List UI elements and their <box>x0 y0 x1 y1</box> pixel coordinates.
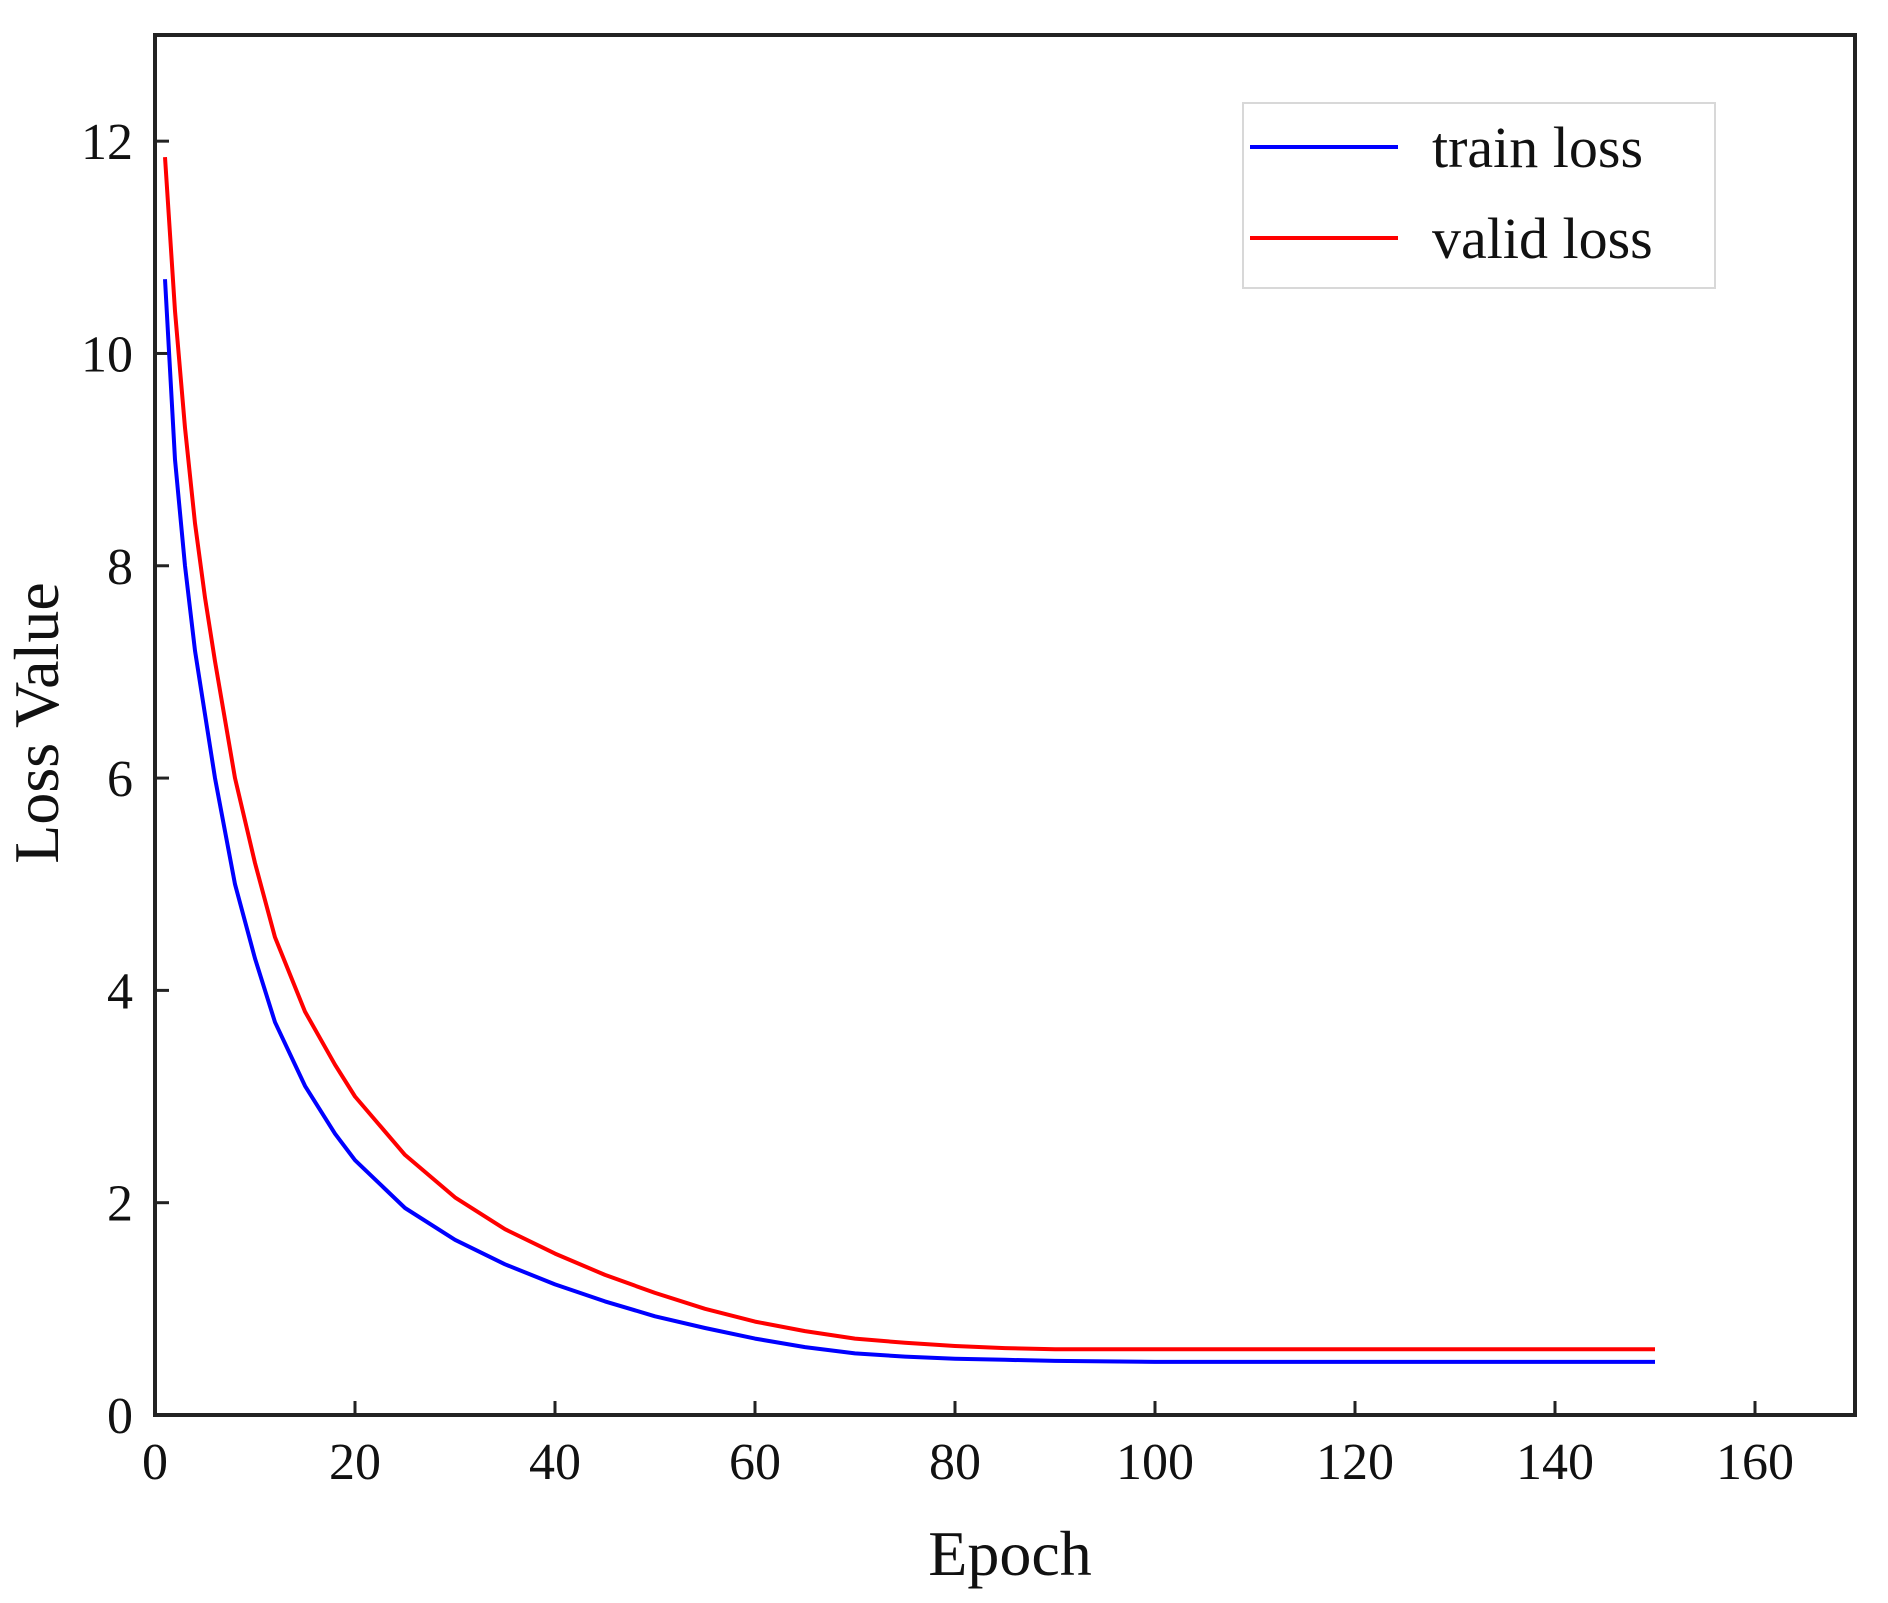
y-tick-label: 8 <box>107 539 133 596</box>
x-tick-label: 20 <box>329 1434 381 1491</box>
x-tick-label: 100 <box>1116 1434 1194 1491</box>
y-axis-title: Loss Value <box>1 582 72 863</box>
plot-frame <box>153 33 1857 1417</box>
x-tick-label: 40 <box>529 1434 581 1491</box>
x-tick-label: 0 <box>142 1434 168 1491</box>
x-tick-label: 160 <box>1716 1434 1794 1491</box>
y-tick-label: 10 <box>81 326 133 383</box>
x-axis-title: Epoch <box>928 1518 1092 1589</box>
y-tick-label: 4 <box>107 963 133 1020</box>
legend-box <box>1242 102 1716 289</box>
series-line-train-loss <box>163 279 1655 1364</box>
plot-lines <box>163 156 1655 1364</box>
x-tick-label: 60 <box>729 1434 781 1491</box>
x-tick-label: 80 <box>929 1434 981 1491</box>
y-tick-label: 6 <box>107 751 133 808</box>
y-tick-label: 12 <box>81 114 133 171</box>
legend-label-train: train loss <box>1432 115 1643 180</box>
x-tick-label: 120 <box>1316 1434 1394 1491</box>
series-line-valid-loss <box>163 156 1655 1352</box>
y-tick-label: 2 <box>107 1176 133 1233</box>
y-axis: 0 2 4 6 8 10 12 <box>81 114 169 1445</box>
legend: train loss valid loss <box>1242 102 1716 289</box>
x-tick-label: 140 <box>1516 1434 1594 1491</box>
legend-label-valid: valid loss <box>1432 206 1653 271</box>
x-axis: 0 20 40 60 80 100 120 140 160 <box>142 1401 1794 1491</box>
y-tick-label: 0 <box>107 1388 133 1445</box>
